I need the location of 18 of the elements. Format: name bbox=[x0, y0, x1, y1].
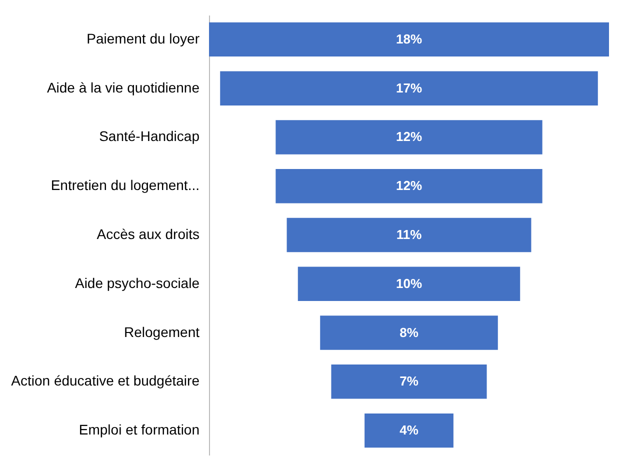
category-label: Emploi et formation bbox=[78, 422, 200, 438]
data-label: 4% bbox=[400, 422, 419, 438]
category-label: Santé-Handicap bbox=[99, 128, 200, 144]
data-label: 12% bbox=[396, 129, 422, 144]
data-label: 8% bbox=[400, 324, 419, 340]
data-label: 17% bbox=[396, 80, 422, 96]
data-label: 18% bbox=[396, 31, 422, 46]
category-label: Aide psycho-sociale bbox=[74, 274, 200, 291]
category-label: Accès aux droits bbox=[96, 226, 200, 242]
data-label: 7% bbox=[400, 374, 419, 389]
category-label: Relogement bbox=[124, 324, 200, 340]
category-label: Action éducative et budgétaire bbox=[11, 372, 200, 389]
data-label: 12% bbox=[396, 178, 422, 194]
category-label: Aide à la vie quotidienne bbox=[46, 79, 200, 96]
data-label: 10% bbox=[396, 276, 422, 291]
data-label: 11% bbox=[396, 227, 422, 242]
category-label: Paiement du loyer bbox=[86, 30, 200, 46]
category-label: Entretien du logement... bbox=[50, 177, 200, 194]
